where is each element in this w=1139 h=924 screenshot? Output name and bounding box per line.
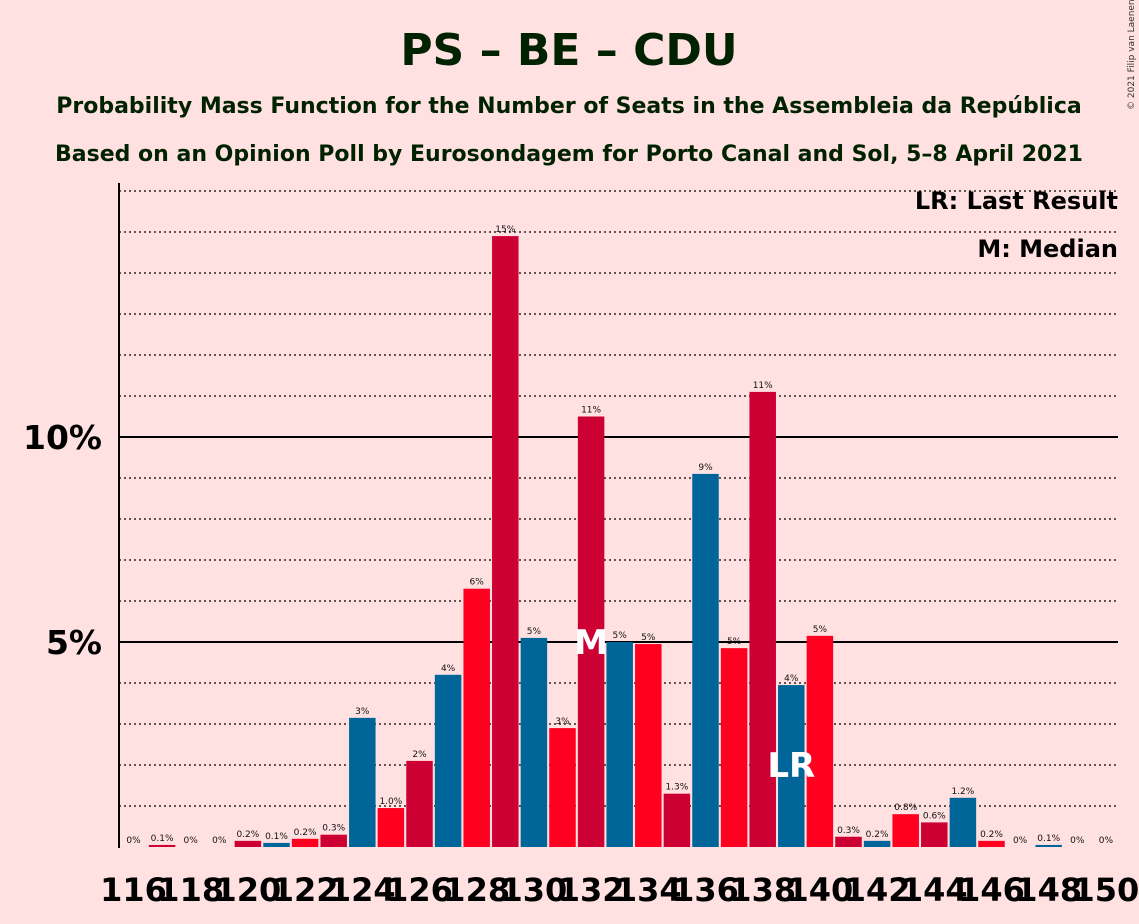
median-marker: M xyxy=(574,623,608,663)
bar-value-label: 0% xyxy=(184,836,199,846)
bar-value-label: 0.8% xyxy=(894,803,917,813)
bar-value-label: 0% xyxy=(126,836,141,846)
x-tick-label: 124 xyxy=(329,871,396,909)
bar-value-label: 0.3% xyxy=(322,824,345,834)
chart-title: PS – BE – CDU xyxy=(400,25,737,76)
bar-value-label: 2% xyxy=(412,750,427,760)
x-tick-label: 150 xyxy=(1073,871,1139,909)
bar-seats-133 xyxy=(606,642,633,847)
bar-value-label: 15% xyxy=(495,225,515,235)
bar-value-label: 5% xyxy=(613,631,628,641)
bar-seats-134 xyxy=(635,644,662,847)
x-tick-label: 116 xyxy=(100,871,167,909)
bar-value-label: 0% xyxy=(1099,836,1114,846)
bar-value-label: 0.3% xyxy=(837,826,860,836)
bar-value-label: 5% xyxy=(727,637,742,647)
bar-seats-128 xyxy=(463,588,490,847)
bar-value-label: 5% xyxy=(527,627,542,637)
x-tick-label: 134 xyxy=(615,871,682,909)
bar-seats-143 xyxy=(892,814,919,847)
bar-value-label: 0.1% xyxy=(151,834,174,844)
bar-seats-135 xyxy=(663,793,691,847)
markers: M LR xyxy=(574,623,815,786)
legend-last-result: LR: Last Result xyxy=(915,187,1118,215)
bar-value-label: 0.2% xyxy=(236,830,259,840)
y-tick-label: 5% xyxy=(46,623,102,662)
bar-value-label: 1.3% xyxy=(665,783,688,793)
bar-value-label: 0% xyxy=(1070,836,1085,846)
y-tick-label: 10% xyxy=(23,418,102,457)
last-result-marker: LR xyxy=(767,746,815,786)
bar-seats-142 xyxy=(863,840,891,847)
bar-value-label: 11% xyxy=(753,381,773,391)
bar-seats-117 xyxy=(148,844,176,847)
bar-value-label: 0.1% xyxy=(1037,834,1060,844)
gridlines xyxy=(119,190,1118,807)
x-tick-label: 138 xyxy=(729,871,796,909)
bar-seats-144 xyxy=(921,822,948,847)
chart-subtitle: Probability Mass Function for the Number… xyxy=(56,94,1081,119)
x-tick-label: 118 xyxy=(157,871,224,909)
x-tick-label: 120 xyxy=(215,871,282,909)
bar-seats-140 xyxy=(806,635,834,847)
x-tick-label: 140 xyxy=(787,871,854,909)
bar-value-label: 0% xyxy=(212,836,227,846)
bar-value-label: 6% xyxy=(470,578,485,588)
bar-seats-121 xyxy=(263,842,290,847)
bar-seats-123 xyxy=(320,834,347,847)
bar-seats-131 xyxy=(549,728,576,847)
bar-value-label: 3% xyxy=(555,717,570,727)
bar-value-label: 5% xyxy=(813,625,828,635)
x-tick-label: 132 xyxy=(558,871,625,909)
bar-seats-122 xyxy=(291,838,319,847)
bar-seats-120 xyxy=(234,840,262,847)
bar-value-label: 4% xyxy=(784,674,799,684)
bar-value-label: 0.2% xyxy=(866,830,889,840)
bar-value-label: 9% xyxy=(698,463,713,473)
chart-subtitle-2: Based on an Opinion Poll by Eurosondagem… xyxy=(55,142,1083,167)
bar-seats-136 xyxy=(692,473,719,847)
bar-value-label: 11% xyxy=(581,406,601,416)
bar-value-label: 0.1% xyxy=(265,832,288,842)
bar-seats-130 xyxy=(520,637,548,847)
x-tick-label: 142 xyxy=(844,871,911,909)
legend-median: M: Median xyxy=(977,235,1118,263)
bar-labels: 0% 0.1% 0% 0% 0.2% 0.1% 0.2% 0.3% 3% 1.0% 2% 4% 6% 15… xyxy=(126,225,1113,846)
x-tick-label: 148 xyxy=(1015,871,1082,909)
bar-seats-137 xyxy=(720,648,748,847)
x-tick-label: 146 xyxy=(958,871,1025,909)
bar-seats-125 xyxy=(377,808,405,847)
bar-value-label: 0.2% xyxy=(980,830,1003,840)
bar-seats-141 xyxy=(835,836,862,847)
x-tick-label: 126 xyxy=(386,871,453,909)
x-tick-label: 136 xyxy=(672,871,739,909)
bar-value-label: 0.2% xyxy=(294,828,317,838)
bar-value-label: 5% xyxy=(641,633,656,643)
x-tick-label: 144 xyxy=(901,871,968,909)
bar-seats-148 xyxy=(1035,844,1062,847)
bars xyxy=(148,236,1062,848)
bar-seats-126 xyxy=(406,760,433,847)
copyright-notice: © 2021 Filip van Laenen xyxy=(1127,0,1137,110)
bar-seats-145 xyxy=(949,797,977,847)
x-tick-label: 130 xyxy=(501,871,568,909)
bar-value-label: 4% xyxy=(441,664,456,674)
x-tick-label: 122 xyxy=(272,871,339,909)
bar-seats-132 xyxy=(577,416,605,847)
bar-seats-129 xyxy=(492,236,519,848)
y-ticks: 5% 10% xyxy=(23,418,102,662)
bar-value-label: 0% xyxy=(1013,836,1028,846)
bar-value-label: 1.2% xyxy=(951,787,974,797)
x-tick-label: 128 xyxy=(443,871,510,909)
bar-value-label: 0.6% xyxy=(923,811,946,821)
bar-seats-138 xyxy=(749,391,776,847)
bar-seats-146 xyxy=(978,840,1005,847)
bar-value-label: 1.0% xyxy=(379,797,402,807)
x-ticks: 1161181201221241261281301321341361381401… xyxy=(100,871,1139,909)
bar-seats-139 xyxy=(778,685,805,847)
bar-seats-124 xyxy=(349,717,376,847)
bar-seats-127 xyxy=(434,674,462,847)
bar-value-label: 3% xyxy=(355,707,370,717)
